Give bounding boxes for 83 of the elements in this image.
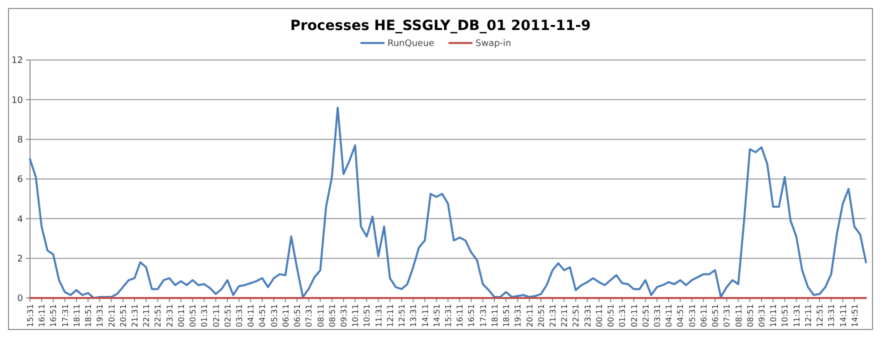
- x-tick-label: 10:51: [362, 304, 372, 328]
- x-tick-label: 01:31: [200, 304, 210, 328]
- x-tick-label: 02:51: [641, 304, 650, 328]
- x-tick-label: 11:31: [374, 304, 384, 328]
- line-series: [29, 106, 867, 299]
- x-tick-label: 06:51: [711, 304, 720, 328]
- x-tick-label: 08:11: [316, 304, 326, 328]
- x-tick-label: 09:31: [340, 304, 348, 328]
- x-tick-label: 22:51: [154, 304, 163, 328]
- x-tick-label: 06:11: [699, 304, 708, 328]
- x-tick-label: 05:31: [270, 304, 279, 328]
- x-tick-label: 14:11: [420, 304, 430, 328]
- legend-label: RunQueue: [388, 39, 435, 49]
- x-tick-label: 14:51: [850, 304, 860, 328]
- x-tick-label: 04:51: [258, 304, 268, 328]
- x-tick-label: 19:31: [96, 304, 105, 328]
- x-tick-label: 22:51: [572, 304, 581, 328]
- x-tick-label: 13:31: [409, 304, 418, 328]
- x-tick-label: 16:51: [49, 304, 58, 328]
- x-tick-label: 16:11: [38, 304, 47, 328]
- x-tick-label: 00:11: [176, 304, 186, 328]
- x-tick-label: 01:31: [618, 304, 628, 328]
- x-tick-label: 04:11: [246, 304, 256, 328]
- x-tick-label: 06:11: [281, 304, 290, 328]
- chart-title: Processes HE_SSGLY_DB_01 2011-11-9: [290, 18, 591, 34]
- y-tick-label: 12: [12, 56, 23, 66]
- x-tick-label: 23:31: [583, 304, 592, 328]
- x-tick-label: 12:11: [804, 304, 813, 328]
- x-tick-label: 04:11: [664, 304, 674, 328]
- x-tick-label: 02:51: [223, 304, 232, 328]
- x-tick-label: 14:51: [432, 304, 442, 328]
- x-tick-label: 18:11: [72, 304, 82, 328]
- y-tick-label: 4: [17, 214, 24, 225]
- x-tick-label: 03:31: [235, 304, 244, 328]
- x-tick-label: 07:31: [304, 304, 314, 328]
- x-tick-label: 12:11: [386, 304, 395, 328]
- x-tick-label: 00:51: [606, 304, 616, 328]
- x-tick-label: 22:11: [560, 304, 570, 328]
- x-tick-label: 20:11: [525, 304, 534, 328]
- x-tick-label: 19:31: [514, 304, 523, 328]
- x-tick-label: 12:51: [816, 304, 825, 328]
- x-tick-label: 17:31: [478, 304, 488, 328]
- x-tick-label: 14:11: [838, 304, 848, 328]
- x-tick-label: 16:51: [467, 304, 476, 328]
- x-tick-label: 17:31: [60, 304, 70, 328]
- x-tick-label: 16:11: [456, 304, 465, 328]
- x-tick-label: 09:31: [758, 304, 766, 328]
- y-tick-label: 0: [17, 294, 24, 304]
- x-tick-label: 10:11: [351, 304, 360, 328]
- y-tick-label: 8: [17, 135, 24, 146]
- x-tick-label: 18:11: [490, 304, 500, 328]
- x-tick-label: 11:31: [792, 304, 802, 328]
- x-tick-label: 03:31: [653, 304, 662, 328]
- x-tick-label: 10:11: [769, 304, 778, 328]
- x-tick-label: 21:31: [548, 304, 558, 328]
- x-tick-label: 15:31: [444, 304, 453, 328]
- x-tick-label: 00:11: [594, 304, 604, 328]
- x-tick-label: 23:31: [165, 304, 174, 328]
- x-tick-label: 21:31: [130, 304, 140, 328]
- y-tick-label: 6: [17, 175, 24, 186]
- x-tick-label: 18:51: [502, 304, 512, 328]
- x-tick-label: 13:31: [827, 304, 836, 328]
- legend-label: Swap-in: [476, 39, 512, 49]
- x-tick-label: 20:51: [536, 304, 546, 328]
- x-tick-label: 08:51: [746, 304, 755, 328]
- x-tick-label: 12:51: [398, 304, 407, 328]
- x-tick-label: 22:11: [142, 304, 152, 328]
- x-tick-label: 10:51: [780, 304, 790, 328]
- y-tick-label: 10: [12, 96, 24, 106]
- x-tick-label: 00:51: [188, 304, 198, 328]
- x-tick-label: 08:51: [328, 304, 337, 328]
- x-tick-label: 07:31: [722, 304, 732, 328]
- x-tick-label: 04:51: [676, 304, 686, 328]
- x-tick-label: 08:11: [734, 304, 744, 328]
- x-tick-label: 18:51: [84, 304, 94, 328]
- x-tick-label: 06:51: [293, 304, 302, 328]
- y-tick-label: 2: [17, 254, 23, 264]
- x-tick-label: 20:51: [118, 304, 128, 328]
- x-tick-label: 02:11: [212, 304, 221, 328]
- x-tick-label: 02:11: [630, 304, 639, 328]
- x-tick-label: 05:31: [688, 304, 697, 328]
- x-tick-label: 15:31: [26, 304, 35, 328]
- x-tick-label: 20:11: [107, 304, 116, 328]
